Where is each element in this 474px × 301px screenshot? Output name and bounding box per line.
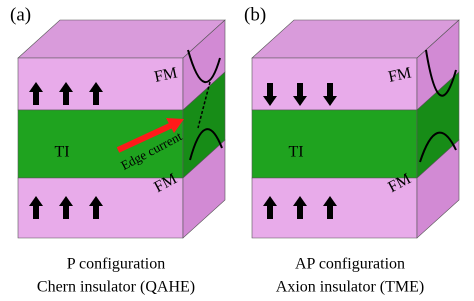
- caption: P configuration: [67, 256, 166, 273]
- panel-label: (a): [10, 4, 31, 25]
- layer-label: TI: [288, 144, 303, 161]
- panel-label: (b): [244, 4, 266, 25]
- caption: Axion insulator (TME): [276, 279, 424, 296]
- figure: (a)FMTIFMEdge currentP configurationCher…: [0, 0, 474, 301]
- caption: AP configuration: [295, 256, 405, 273]
- layer-label: TI: [54, 144, 69, 161]
- caption: Chern insulator (QAHE): [37, 279, 195, 296]
- front-ti: [252, 110, 417, 178]
